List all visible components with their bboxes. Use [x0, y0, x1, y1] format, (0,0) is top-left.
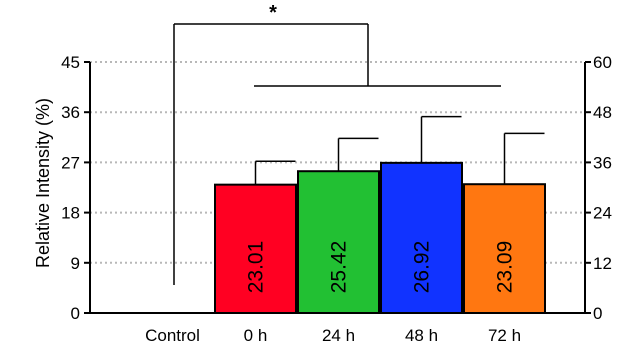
x-tick-label: 72 h [488, 326, 521, 345]
y-tick-label: 18 [61, 204, 80, 223]
bar-24-h [297, 170, 380, 314]
y-tick-label: 27 [61, 153, 80, 172]
data-label: 26.92 [411, 241, 434, 294]
axes-group: Control 0 h 24 h 48 h 72 h 0 9 18 27 36 45 0 12 24 36 4… [61, 53, 612, 345]
data-label: 23.01 [245, 241, 268, 294]
y-axis-title: Relative Intensity (%) [33, 98, 53, 268]
y2-tick-label: 36 [593, 153, 612, 172]
x-tick-label: Control [145, 326, 200, 345]
x-tick-label: 24 h [322, 326, 355, 345]
data-labels-group: 23.01 25.42 26.92 23.09 [245, 241, 517, 294]
bar-0-h [214, 183, 297, 314]
error-bars-group [254, 115, 545, 185]
y2-tick-label: 48 [593, 103, 612, 122]
data-label: 23.09 [494, 241, 517, 294]
bar-72-h [463, 183, 546, 314]
y2-tick-label: 12 [593, 254, 612, 273]
x-tick-label: 0 h [244, 326, 268, 345]
y2-tick-label: 0 [593, 304, 602, 323]
data-label: 25.42 [328, 241, 351, 294]
significance-marker: * [269, 2, 277, 24]
significance-bracket: * [173, 2, 501, 285]
y2-tick-label: 24 [593, 204, 612, 223]
y-tick-label: 36 [61, 103, 80, 122]
x-tick-label: 48 h [405, 326, 438, 345]
y2-tick-label: 60 [593, 53, 612, 72]
y-tick-label: 45 [61, 53, 80, 72]
y-tick-label: 0 [71, 304, 80, 323]
y-tick-label: 9 [71, 254, 80, 273]
